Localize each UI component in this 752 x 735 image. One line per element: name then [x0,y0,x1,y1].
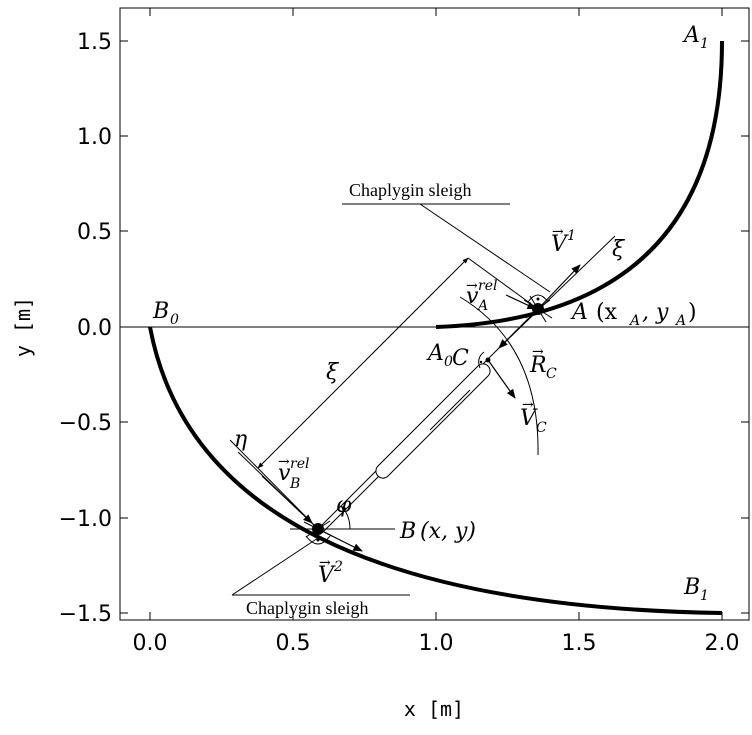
vector-V2 [317,528,363,552]
right-angle-C [478,351,485,369]
svg-text:v: v [466,284,479,309]
x-tick-label: 0.5 [276,631,311,656]
svg-text:→: → [319,555,331,571]
svg-text:B: B [152,299,169,324]
y-tick-label: −1.5 [59,602,112,627]
x-axis-label: x [m] [404,697,464,721]
label-V2: V 2 → [318,555,343,588]
y-tick-label: 0.5 [77,220,112,245]
plot-frame [119,7,750,621]
label-eta: η [234,427,247,452]
label-vB-rel: v B rel → [278,454,309,492]
x-tick-marks [149,8,723,620]
callout-top-lines [342,203,551,293]
vector-vA-rel [505,294,537,310]
right-angle-C-dot [479,360,483,364]
svg-text:B: B [289,476,300,492]
svg-text:, y: , y [642,300,669,325]
callout-top-label: Chaplygin sleigh [349,180,472,200]
svg-text:B: B [399,519,416,544]
trajectory-A [435,40,724,329]
svg-text:(x, y): (x, y) [420,519,476,544]
label-A0: A 0 [426,341,453,370]
svg-text:B: B [683,575,700,600]
svg-text:0: 0 [170,312,179,328]
svg-text:1: 1 [700,36,709,52]
x-tick-label: 0.0 [133,631,168,656]
label-V1: V 1 → [551,224,576,257]
label-VC: V C → [520,397,547,436]
svg-text:V: V [520,406,538,431]
y-tick-label: −0.5 [59,411,112,436]
svg-text:A: A [682,23,700,48]
y-axis-label: y [m] [11,297,35,357]
svg-text:C: C [546,366,557,382]
eta-axis-line [237,451,319,530]
point-C-arc [459,296,539,456]
x-tick-label: 1.5 [562,631,597,656]
trajectory-B [148,326,723,615]
svg-text:→: → [552,224,564,240]
label-vA-rel: v A rel → [466,278,497,314]
label-A-coords: A (x A , y A ) [570,300,697,329]
label-A1: A 1 [682,23,709,52]
x-tick-labels: 0.0 0.5 1.0 1.5 2.0 [133,631,740,656]
label-C: C [452,346,469,371]
right-angle-A-dot [536,297,540,301]
y-tick-label: −1.0 [59,507,112,532]
y-tick-label: 1.0 [77,125,112,150]
y-tick-labels: 1.5 1.0 0.5 0.0 −0.5 −1.0 −1.5 [59,30,112,627]
label-xi-axis: ξ [612,237,626,262]
right-angle-B [305,535,331,545]
svg-text:1: 1 [567,228,576,244]
svg-text:→: → [466,278,478,294]
x-tick-label: 1.0 [419,631,454,656]
vector-V1 [537,264,581,310]
svg-text:): ) [688,300,697,325]
angle-phi-arc [340,505,351,530]
svg-text:V: V [318,563,336,588]
svg-text:2: 2 [333,559,343,575]
vector-RC [498,308,539,349]
svg-text:A: A [426,341,444,366]
label-xi-dimension: ξ [326,360,340,385]
y-tick-label: 0.0 [77,316,112,341]
svg-text:0: 0 [444,354,453,370]
callout-bottom-label: Chaplygin sleigh [246,598,369,618]
svg-text:rel: rel [478,278,497,294]
svg-text:→: → [278,454,290,470]
label-B0: B 0 [152,299,179,328]
svg-text:→: → [532,344,544,360]
callout-bottom-lines [231,537,410,596]
svg-text:A: A [476,298,488,314]
svg-text:A: A [628,313,640,329]
y-tick-label: 1.5 [77,30,112,55]
svg-text:R: R [529,353,547,378]
right-angle-B-dot [316,538,320,542]
svg-text:(x: (x [596,300,618,325]
label-B-coords: B (x, y) [399,519,476,544]
x-tick-label: 2.0 [705,631,740,656]
label-phi: φ [336,493,352,518]
svg-text:v: v [278,461,291,486]
svg-text:→: → [522,397,534,413]
svg-text:rel: rel [290,456,309,472]
svg-text:C: C [536,420,547,436]
svg-text:A: A [674,313,686,329]
y-tick-marks [120,40,749,614]
svg-text:1: 1 [700,588,709,604]
label-B1: B 1 [683,575,709,604]
svg-text:A: A [570,300,588,325]
vector-VC [487,359,516,399]
svg-text:V: V [551,232,569,257]
label-RC: R C → [529,344,557,382]
